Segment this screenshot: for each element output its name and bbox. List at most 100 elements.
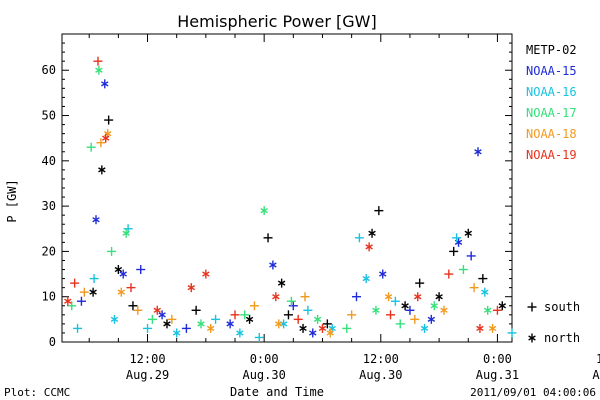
south-point xyxy=(342,323,352,333)
north-point xyxy=(236,328,244,338)
north-point xyxy=(117,287,126,297)
north-point xyxy=(372,305,380,315)
south-point xyxy=(211,314,221,324)
south-point xyxy=(70,278,80,288)
south-point xyxy=(143,323,153,333)
north-point xyxy=(102,133,110,143)
south-point xyxy=(96,138,106,148)
legend-metp-02: METP-02 xyxy=(526,43,577,57)
north-point xyxy=(226,319,234,329)
south-point xyxy=(79,287,89,297)
x-tick-time: 12:00 xyxy=(363,352,399,366)
south-point xyxy=(191,305,201,315)
north-point xyxy=(384,292,393,302)
south-point xyxy=(478,274,488,284)
north-point xyxy=(326,328,334,338)
south-point xyxy=(444,269,454,279)
legend-north-marker xyxy=(528,333,536,343)
series-noaa-19 xyxy=(64,56,502,333)
south-point xyxy=(93,56,103,66)
y-tick-label: 0 xyxy=(49,335,56,349)
x-axis-label: Date and Time xyxy=(230,385,324,399)
north-point xyxy=(427,314,436,324)
north-point xyxy=(275,319,283,329)
plot-frame xyxy=(61,33,513,343)
north-point xyxy=(299,323,307,333)
north-point xyxy=(269,260,277,270)
south-point xyxy=(300,292,310,302)
x-tick-time: 12:00 xyxy=(596,352,600,366)
y-tick-label: 10 xyxy=(42,290,56,304)
south-point xyxy=(107,246,117,256)
y-tick-label: 40 xyxy=(42,154,56,168)
north-point xyxy=(114,265,123,275)
north-point xyxy=(153,305,161,315)
x-tick-time: 0:00 xyxy=(483,352,512,366)
south-point xyxy=(390,296,400,306)
south-point xyxy=(89,274,99,284)
north-point xyxy=(488,323,497,333)
south-point xyxy=(104,115,114,125)
north-point xyxy=(101,79,109,89)
north-point xyxy=(413,292,422,302)
north-point xyxy=(476,323,484,333)
north-point xyxy=(89,287,97,297)
south-point xyxy=(354,233,364,243)
north-point xyxy=(110,314,119,324)
north-point xyxy=(206,323,215,333)
x-tick-date: Aug.31 xyxy=(476,368,519,382)
y-tick-label: 20 xyxy=(42,244,56,258)
south-point xyxy=(76,296,86,306)
north-point xyxy=(95,65,103,75)
north-point xyxy=(122,228,130,238)
north-point xyxy=(420,323,429,333)
north-point xyxy=(163,319,171,329)
south-point xyxy=(136,265,146,275)
south-point xyxy=(507,328,517,338)
north-point xyxy=(64,296,72,306)
south-point xyxy=(405,305,415,315)
north-point xyxy=(119,269,127,279)
legend: METP-02 NOAA-15 NOAA-16 NOAA-17 NOAA-18 NOAA-… xyxy=(526,43,580,345)
south-point xyxy=(67,301,77,311)
north-point xyxy=(365,242,373,252)
south-point xyxy=(147,314,157,324)
south-point xyxy=(395,319,405,329)
north-point xyxy=(260,206,268,216)
south-point xyxy=(351,292,361,302)
south-point xyxy=(466,251,476,261)
legend-noaa-15: NOAA-15 xyxy=(526,64,577,78)
timestamp: 2011/09/01 04:00:06 xyxy=(470,386,596,399)
north-point xyxy=(187,283,196,293)
legend-south-marker xyxy=(527,302,537,312)
north-point xyxy=(481,287,489,297)
south-point xyxy=(386,310,396,320)
north-point xyxy=(92,215,100,225)
chart-title: Hemispheric Power [GW] xyxy=(177,12,376,31)
north-point xyxy=(401,301,409,311)
plot-credit: Plot: CCMC xyxy=(4,386,70,399)
south-point xyxy=(469,283,479,293)
x-tick-date: Aug.30 xyxy=(242,368,285,382)
south-point xyxy=(126,283,136,293)
south-point xyxy=(283,310,293,320)
series-noaa-17 xyxy=(67,65,492,333)
south-point xyxy=(167,314,177,324)
legend-noaa-16: NOAA-16 xyxy=(526,85,577,99)
north-point xyxy=(318,323,327,333)
legend-noaa-17: NOAA-17 xyxy=(526,106,577,120)
south-point xyxy=(458,265,468,275)
south-point xyxy=(303,305,313,315)
north-point xyxy=(430,301,438,311)
x-tick-date: Aug.29 xyxy=(126,368,169,382)
x-tick-time: 0:00 xyxy=(250,352,279,366)
legend-noaa-18: NOAA-18 xyxy=(526,127,577,141)
south-point xyxy=(374,206,384,216)
north-point xyxy=(474,147,482,157)
y-axis: 0 10 20 30 40 50 60 xyxy=(42,42,512,349)
x-axis: 12:00 Aug.29 0:00 Aug.30 12:00 Aug.30 0:00 Aug.… xyxy=(88,34,600,382)
south-point xyxy=(347,310,357,320)
series-noaa-15 xyxy=(76,79,482,338)
x-tick-date: Aug.31 xyxy=(592,368,600,382)
